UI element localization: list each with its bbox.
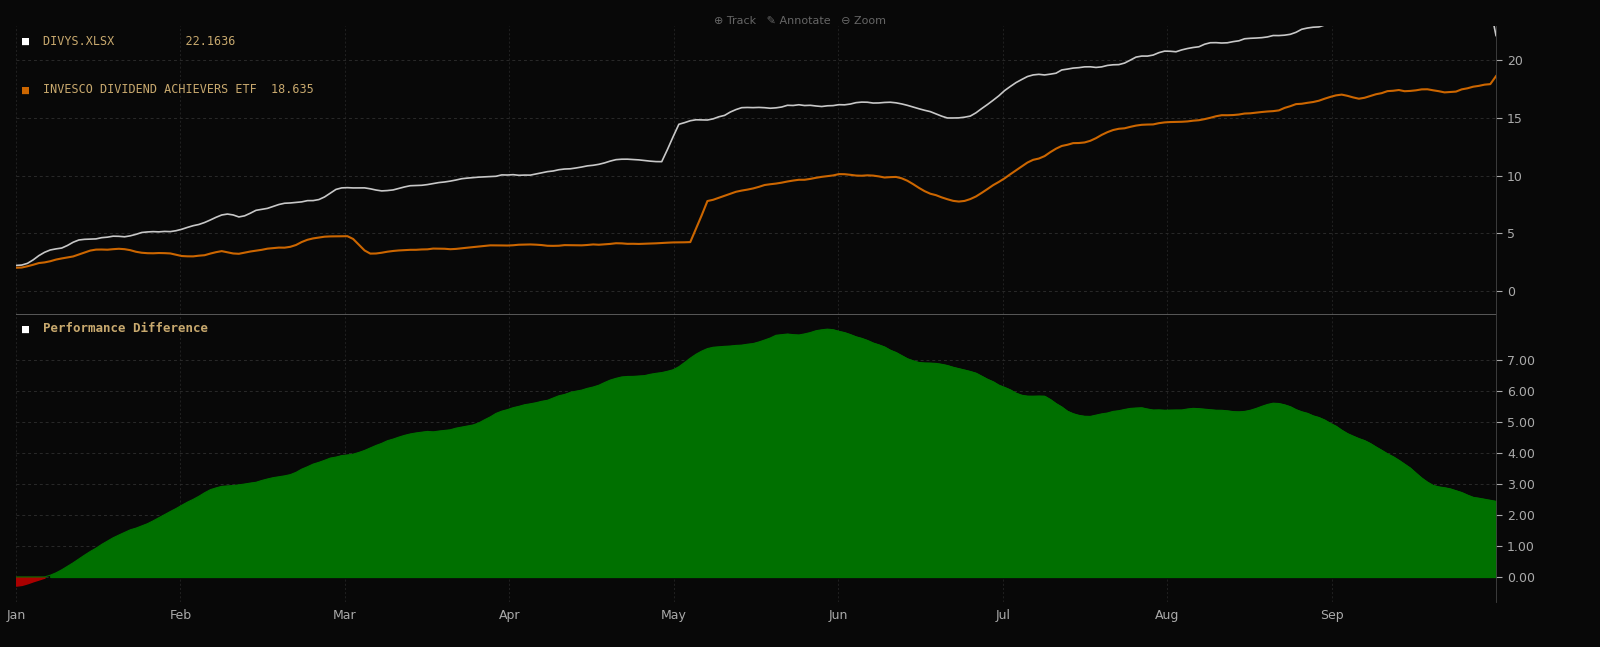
Text: INVESCO DIVIDEND ACHIEVERS ETF  18.635: INVESCO DIVIDEND ACHIEVERS ETF 18.635 <box>43 83 314 96</box>
Point <box>6 542 26 550</box>
Text: DIVYS.XLSX          22.1636: DIVYS.XLSX 22.1636 <box>43 34 235 47</box>
Point <box>13 542 32 550</box>
Text: ■: ■ <box>22 83 29 96</box>
Text: ⊕ Track   ✎ Annotate   ⊖ Zoom: ⊕ Track ✎ Annotate ⊖ Zoom <box>714 16 886 26</box>
Text: Performance Difference: Performance Difference <box>43 322 208 335</box>
Text: ■: ■ <box>22 34 29 47</box>
Text: ■: ■ <box>22 322 29 335</box>
